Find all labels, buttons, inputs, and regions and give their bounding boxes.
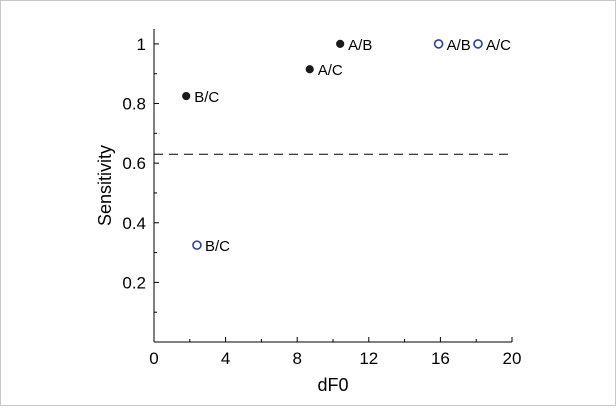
data-point-label: A/C [486,37,511,54]
x-tick-label: 4 [221,349,230,368]
data-point-label: A/B [447,37,471,54]
data-point-label: B/C [205,238,230,255]
x-tick-label: 8 [292,349,301,368]
y-axis-label: Sensitivity [95,145,115,226]
data-point-open [473,39,483,49]
x-axis-label: dF0 [317,375,348,395]
x-tick-label: 20 [503,349,522,368]
y-tick-label: 0.2 [122,273,146,292]
y-tick-label: 0.6 [122,154,146,173]
data-point-filled [336,39,345,49]
x-tick-label: 12 [359,349,378,368]
data-point-label: A/B [348,37,372,54]
data-point-label: A/C [318,62,343,79]
data-marks: B/C A/C A/B B/C A/B A/C [154,37,512,255]
y-tick-label: 0.8 [122,95,146,114]
x-tick-label: 0 [149,349,158,368]
data-point-filled [305,65,314,74]
x-tick-label: 16 [431,349,450,368]
y-tick-label: 1 [137,35,146,54]
axes: 0 4 8 12 16 20 0.2 0.4 0.6 0.8 1 [122,29,521,368]
data-point-open [192,240,202,250]
data-point-label: B/C [194,89,219,106]
data-point-filled [182,91,191,101]
y-tick-label: 0.4 [122,214,146,233]
data-point-open [433,39,444,49]
